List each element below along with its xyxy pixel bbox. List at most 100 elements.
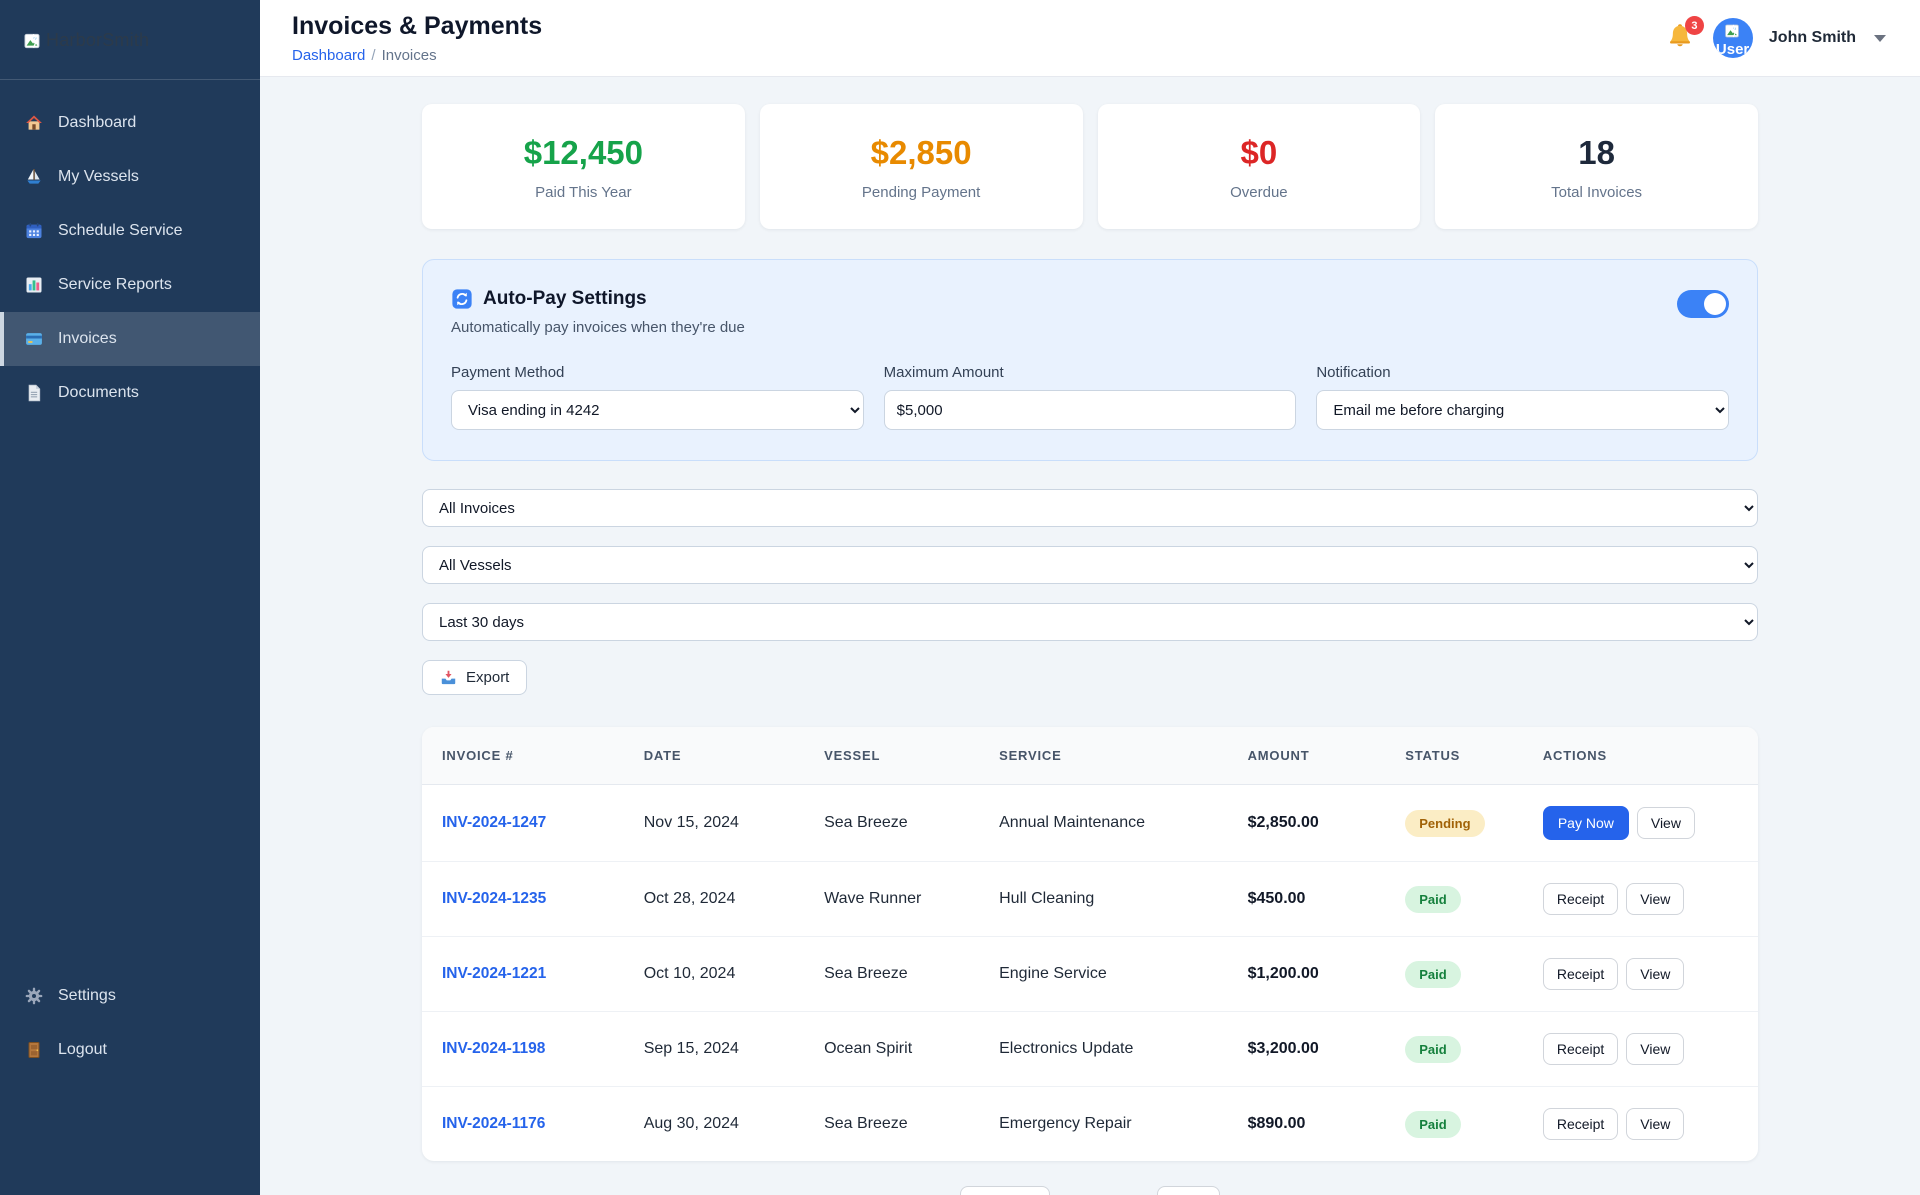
sidebar-item-settings[interactable]: Settings: [0, 969, 260, 1023]
bar-chart-icon: [24, 275, 44, 295]
invoice-actions-cell: Receipt View: [1526, 861, 1758, 937]
invoice-number-cell: INV-2024-1235: [422, 861, 628, 937]
autopay-heading: Auto-Pay Settings Automatically pay invo…: [451, 288, 745, 336]
notifications-button[interactable]: 3: [1665, 16, 1704, 54]
table-row: INV-2024-1176 Aug 30, 2024 Sea Breeze Emerg…: [422, 1087, 1758, 1162]
stat-label: Pending Payment: [861, 184, 981, 201]
avatar[interactable]: User: [1712, 18, 1753, 58]
autopay-title: Auto-Pay Settings: [483, 288, 647, 309]
invoice-vessel-cell: Sea Breeze: [808, 936, 984, 1012]
sidebar-item-label: My Vessels: [58, 168, 139, 185]
maximum-amount-field-group: Maximum Amount: [883, 364, 1297, 430]
view-button[interactable]: View: [1626, 1033, 1685, 1065]
autopay-toggle[interactable]: [1677, 290, 1729, 318]
invoice-number-cell: INV-2024-1221: [422, 936, 628, 1012]
notification-field-group: Notification Email me before charging: [1316, 364, 1729, 430]
invoice-link[interactable]: INV-2024-1176: [442, 1115, 546, 1132]
sidebar-item-logout[interactable]: Logout: [0, 1023, 260, 1077]
invoice-link[interactable]: INV-2024-1198: [442, 1040, 546, 1057]
invoice-link[interactable]: INV-2024-1247: [442, 814, 547, 831]
sidebar-item-my-vessels[interactable]: My Vessels: [0, 150, 260, 204]
broken-image-icon: [22, 31, 42, 51]
invoice-actions-cell: Receipt View: [1526, 1011, 1758, 1087]
status-badge: Paid: [1405, 1035, 1461, 1063]
sidebar-item-documents[interactable]: Documents: [0, 366, 260, 420]
invoice-amount: $3,200.00: [1247, 1040, 1319, 1057]
table-row: INV-2024-1221 Oct 10, 2024 Sea Breeze Engin…: [422, 936, 1758, 1012]
invoice-link[interactable]: INV-2024-1235: [442, 890, 547, 907]
door-icon: [24, 1040, 44, 1060]
sidebar: HarborSmith Dashboard My Vessels Schedule …: [0, 0, 260, 1195]
invoice-vessel-cell: Wave Runner: [808, 861, 984, 937]
invoice-status-cell: Paid: [1389, 1087, 1527, 1162]
stat-label: Total Invoices: [1551, 184, 1643, 201]
status-badge: Pending: [1405, 809, 1485, 837]
view-button[interactable]: View: [1626, 883, 1685, 915]
avatar-alt-text: User: [1715, 41, 1750, 58]
stat-card-paid-this-year: $12,450 Paid This Year: [422, 104, 745, 229]
invoice-amount: $1,200.00: [1247, 965, 1319, 982]
previous-page-button[interactable]: Previous: [960, 1186, 1051, 1195]
autopay-subtitle: Automatically pay invoices when they're …: [451, 319, 745, 336]
invoice-service-cell: Emergency Repair: [999, 1115, 1132, 1132]
invoice-number-cell: INV-2024-1198: [422, 1011, 628, 1087]
stats-row: $12,450 Paid This Year $2,850 Pending Payme…: [422, 104, 1758, 229]
invoice-link[interactable]: INV-2024-1221: [442, 965, 547, 982]
user-menu[interactable]: John Smith: [1768, 29, 1856, 46]
view-button[interactable]: View: [1636, 807, 1695, 839]
sidebar-item-label: Schedule Service: [58, 222, 183, 239]
receipt-button[interactable]: Receipt: [1542, 958, 1619, 990]
pagination: Previous Page 1 of 4 Next: [422, 1186, 1758, 1195]
invoice-status-cell: Paid: [1389, 861, 1527, 937]
date-range-filter-select[interactable]: Last 30 days: [422, 603, 1758, 641]
status-badge: Paid: [1405, 960, 1461, 988]
receipt-button[interactable]: Receipt: [1542, 1108, 1619, 1140]
payment-method-select[interactable]: Visa ending in 4242: [451, 390, 864, 430]
counterclockwise-arrows-icon: [451, 288, 473, 310]
chevron-down-icon[interactable]: [1874, 34, 1886, 42]
invoice-amount-cell: $1,200.00: [1231, 936, 1390, 1012]
sidebar-item-service-reports[interactable]: Service Reports: [0, 258, 260, 312]
invoice-amount-cell: $890.00: [1232, 1087, 1390, 1162]
calendar-icon: [24, 221, 44, 241]
invoice-status-cell: Pending: [1389, 784, 1527, 862]
receipt-button[interactable]: Receipt: [1542, 883, 1619, 915]
stat-value: $0: [1240, 134, 1278, 171]
breadcrumb-dashboard-link[interactable]: Dashboard: [292, 47, 366, 64]
invoice-service-cell: Annual Maintenance: [983, 784, 1232, 862]
column-header-actions: ACTIONS: [1526, 727, 1758, 785]
invoice-status-filter-select[interactable]: All Invoices: [422, 489, 1758, 527]
breadcrumb-separator: /: [371, 47, 376, 64]
stat-label: Overdue: [1230, 184, 1288, 201]
view-button[interactable]: View: [1626, 1108, 1685, 1140]
invoice-status-cell: Paid: [1389, 1011, 1527, 1087]
stat-value: 18: [1578, 134, 1615, 171]
stat-value: $2,850: [870, 134, 972, 171]
credit-card-icon: [24, 329, 44, 349]
sidebar-item-label: Logout: [58, 1041, 107, 1058]
sidebar-item-label: Service Reports: [58, 276, 172, 293]
sidebar-item-label: Dashboard: [58, 114, 137, 131]
maximum-amount-input[interactable]: [883, 390, 1297, 430]
vessel-filter-select[interactable]: All Vessels: [422, 546, 1758, 584]
invoice-actions-cell: Receipt View: [1526, 936, 1758, 1012]
receipt-button[interactable]: Receipt: [1542, 1033, 1619, 1065]
stat-card-overdue: $0 Overdue: [1097, 104, 1421, 229]
column-header-vessel: VESSEL: [808, 727, 984, 785]
home-icon: [24, 113, 44, 133]
sidebar-item-invoices[interactable]: Invoices: [0, 312, 260, 366]
view-button[interactable]: View: [1626, 958, 1685, 990]
invoice-amount-cell: $2,850.00: [1231, 784, 1390, 862]
next-page-button[interactable]: Next: [1157, 1186, 1220, 1195]
home-icon: [24, 113, 44, 133]
export-button[interactable]: Export: [422, 660, 528, 695]
sidebar-item-schedule-service[interactable]: Schedule Service: [0, 204, 260, 258]
stat-card-total-invoices: 18 Total Invoices: [1435, 104, 1758, 229]
sidebar-item-dashboard[interactable]: Dashboard: [0, 96, 260, 150]
notification-select[interactable]: Email me before charging: [1316, 390, 1729, 430]
pay-now-button[interactable]: Pay Now: [1542, 806, 1629, 840]
invoice-date-cell: Nov 15, 2024: [627, 784, 809, 862]
invoices-table-card: INVOICE # DATE VESSEL SERVICE AMOUNT STATUS AC…: [422, 727, 1758, 1161]
table-row: INV-2024-1235 Oct 28, 2024 Wave Runner Hull…: [422, 861, 1758, 937]
toggle-knob: [1704, 293, 1726, 315]
